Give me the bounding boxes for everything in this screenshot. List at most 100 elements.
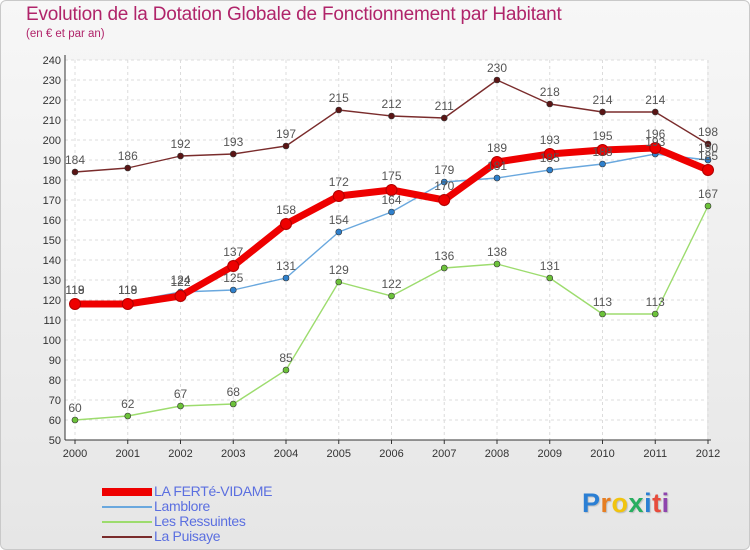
y-tick-label: 180 [43,175,61,187]
data-label: 193 [645,135,665,149]
logo-letter: i [644,488,653,518]
data-label: 124 [170,273,190,287]
data-label: 214 [592,93,612,107]
data-label: 60 [68,401,82,415]
data-point [599,108,606,116]
data-point [649,142,662,154]
y-tick-label: 110 [43,315,61,327]
logo-letter: o [611,488,629,518]
x-tick-label: 2001 [116,448,140,460]
data-label: 67 [174,387,188,401]
data-point [493,260,501,268]
data-point [282,142,290,150]
data-label: 137 [223,245,243,259]
x-tick-label: 2003 [221,448,245,460]
data-label: 170 [434,179,454,193]
y-tick-label: 170 [43,195,61,207]
data-label: 122 [381,277,401,291]
data-point [335,278,343,286]
data-label: 85 [279,351,293,365]
data-point [335,106,343,114]
x-tick-label: 2006 [379,448,403,460]
data-point [596,144,609,156]
data-label: 184 [65,153,85,167]
x-tick-label: 2005 [327,448,351,460]
y-tick-label: 80 [49,375,61,387]
logo-letter: x [628,488,645,518]
data-point [280,218,292,230]
data-label: 167 [698,187,718,201]
y-tick-label: 200 [43,135,61,147]
data-label: 172 [329,175,349,189]
legend-swatch [102,488,152,496]
data-label: 118 [65,283,84,297]
x-tick-label: 2010 [590,448,614,460]
data-point [702,164,714,176]
data-label: 185 [698,149,718,163]
data-label: 179 [434,163,454,177]
data-label: 136 [434,249,454,263]
legend: LA FERTé-VIDAME Lamblore Les Ressuintes La … [102,483,362,544]
legend-label: Les Ressuintes [154,513,246,529]
y-tick-label: 120 [43,295,61,307]
y-tick-label: 190 [43,155,61,167]
data-point [388,112,395,120]
data-label: 181 [487,159,507,173]
data-label: 119 [118,283,137,297]
data-point [599,160,606,168]
data-point [388,208,395,216]
data-label: 211 [435,99,454,113]
data-label: 131 [276,259,296,273]
data-label: 196 [645,127,665,141]
data-label: 212 [381,97,401,111]
data-label: 193 [223,135,243,149]
data-label: 186 [118,149,138,163]
data-label: 158 [276,203,296,217]
data-label: 195 [592,129,612,143]
logo-letter: i [661,488,670,518]
y-tick-label: 140 [43,255,61,267]
legend-swatch [102,506,152,508]
x-tick-label: 2004 [274,448,298,460]
data-label: 129 [329,263,349,277]
legend-swatch [102,536,152,538]
x-tick-label: 2012 [696,448,720,460]
data-point [704,202,712,210]
data-label: 68 [227,385,241,399]
data-label: 189 [487,141,507,155]
y-tick-label: 50 [49,435,61,447]
legend-label: Lamblore [154,498,210,514]
data-point [177,152,184,160]
x-tick-label: 2008 [485,448,509,460]
legend-item: Les Ressuintes [102,513,362,529]
grid [65,59,709,441]
x-tick-label: 2007 [432,448,456,460]
y-tick-label: 210 [43,115,61,127]
data-label: 131 [540,259,560,273]
y-tick-label: 230 [43,75,61,87]
axes: 50 60 70 80 90 100 110 120 130 140 150 160 170 180 190… [43,55,720,460]
data-point [546,100,554,108]
data-point [229,286,237,294]
data-label: 113 [646,295,665,309]
x-tick-label: 2000 [63,448,87,460]
logo-letter: P [582,488,601,518]
data-label: 230 [487,61,507,75]
y-tick-label: 100 [43,335,61,347]
data-label: 118 [118,283,137,297]
plot-area [65,60,707,440]
data-labels: 184 186 192 193 197 215 212 211 230 218 214 214 198 6… [65,61,718,415]
data-point [651,108,659,116]
chart-subtitle: (en € et par an) [26,28,105,40]
data-label: 215 [329,91,349,105]
data-label: 164 [381,193,401,207]
data-label: 122 [170,275,190,289]
data-point [546,274,554,282]
data-point [440,114,448,122]
data-point [546,166,554,174]
data-label: 214 [645,93,665,107]
data-label: 125 [223,271,243,285]
data-point [651,310,659,318]
data-label: 197 [276,127,296,141]
data-label: 138 [487,245,507,259]
